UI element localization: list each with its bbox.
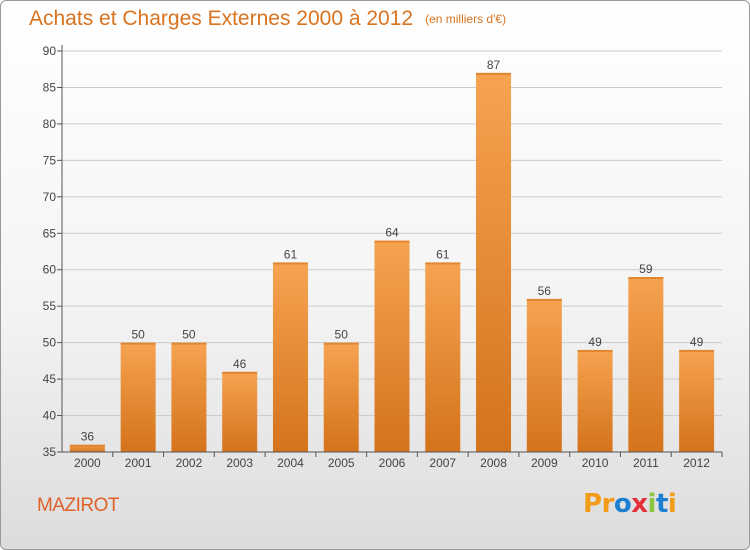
data-label: 61 [436, 247, 450, 261]
y-tick-label: 60 [43, 263, 57, 277]
bar-cap [272, 262, 308, 265]
data-label: 46 [233, 357, 247, 371]
bar [577, 349, 613, 452]
y-tick-label: 70 [43, 190, 57, 204]
bar-cap [120, 342, 156, 345]
labels: 35 40 45 50 55 60 65 70 75 80 85 90 2000 36 2001 50 2002… [43, 44, 711, 470]
x-tick-label: 2000 [74, 456, 101, 470]
chart-title-text: Achats et Charges Externes 2000 à 2012 [29, 7, 414, 30]
data-label: 56 [538, 284, 552, 298]
bar-cap [628, 277, 664, 280]
data-label: 64 [385, 226, 399, 240]
bar [476, 72, 512, 452]
data-label: 87 [487, 58, 501, 72]
bars [69, 72, 715, 452]
y-tick-label: 90 [43, 44, 57, 58]
bar-cap [526, 298, 562, 301]
logo-letter: P [583, 489, 602, 519]
y-tick-label: 35 [43, 445, 57, 459]
bar-cap [323, 342, 359, 345]
logo-letter: r [601, 489, 615, 519]
y-tick-label: 80 [43, 117, 57, 131]
axes [57, 45, 723, 457]
bar [526, 298, 562, 452]
bar-cap [222, 371, 258, 374]
y-tick-label: 50 [43, 336, 57, 350]
bar [272, 262, 308, 452]
x-tick-label: 2002 [176, 456, 203, 470]
chart-unit: (en milliers d'€) [425, 12, 507, 26]
x-tick-label: 2010 [582, 456, 609, 470]
bar [679, 349, 715, 452]
y-tick-label: 65 [43, 226, 57, 240]
bar-cap [171, 342, 207, 345]
bar [69, 444, 105, 452]
bar-cap [476, 72, 512, 75]
bar-cap [425, 262, 461, 265]
data-label: 59 [639, 262, 653, 276]
logo-letter: o [613, 489, 632, 519]
y-tick-label: 45 [43, 372, 57, 386]
x-tick-label: 2008 [480, 456, 507, 470]
y-tick-label: 75 [43, 153, 57, 167]
bar-cap [577, 349, 613, 352]
bar [120, 342, 156, 452]
data-label: 49 [588, 335, 602, 349]
x-tick-label: 2007 [429, 456, 456, 470]
logo-letter: i [647, 489, 657, 519]
bar [323, 342, 359, 452]
x-tick-label: 2012 [683, 456, 710, 470]
bar-cap [374, 240, 410, 243]
x-tick-label: 2003 [226, 456, 253, 470]
x-tick-label: 2001 [125, 456, 152, 470]
data-label: 50 [335, 328, 349, 342]
y-tick-label: 55 [43, 299, 57, 313]
bar [425, 262, 461, 452]
data-label: 36 [81, 430, 95, 444]
x-tick-label: 2011 [633, 456, 659, 470]
bar [374, 240, 410, 452]
data-label: 49 [690, 335, 704, 349]
y-tick-label: 40 [43, 409, 57, 423]
x-tick-label: 2005 [328, 456, 355, 470]
bar [222, 371, 258, 452]
proxiti-logo: Proxiti [583, 489, 677, 519]
bar [171, 342, 207, 452]
x-tick-label: 2006 [379, 456, 406, 470]
bar-cap [679, 349, 715, 352]
data-label: 50 [182, 328, 196, 342]
x-tick-label: 2009 [531, 456, 558, 470]
commune-name: MAZIROT [37, 495, 120, 516]
data-label: 50 [131, 328, 145, 342]
bar [628, 277, 664, 452]
data-label: 61 [284, 247, 298, 261]
y-tick-label: 85 [43, 80, 57, 94]
chart-title: Achats et Charges Externes 2000 à 2012 (e… [29, 7, 506, 31]
logo-letter: t [655, 489, 668, 519]
logo-letter: i [667, 489, 677, 519]
x-tick-label: 2004 [277, 456, 304, 470]
logo-letter: x [631, 489, 648, 519]
bar-cap [69, 444, 105, 447]
